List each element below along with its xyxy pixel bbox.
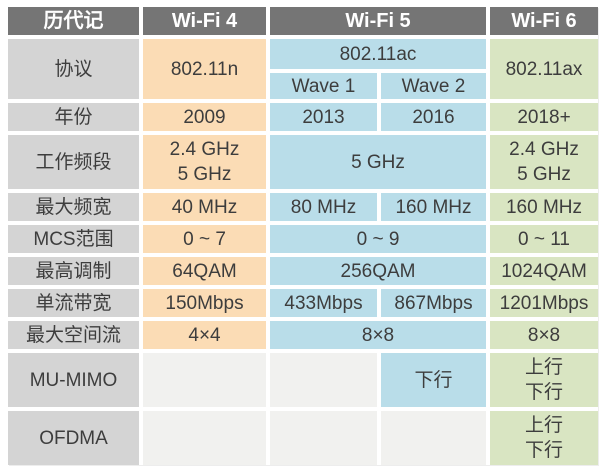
row-label-bands: 工作频段 <box>8 135 139 189</box>
cell-ofdma-wave2-empty <box>381 411 486 465</box>
cell-protocol-wifi5: 802.11ac <box>270 39 486 69</box>
cell-spatial-streams-wifi4: 4×4 <box>143 321 266 349</box>
row-label-modulation: 最高调制 <box>8 257 139 285</box>
row-label-year: 年份 <box>8 103 139 131</box>
row-label-stream-rate: 单流带宽 <box>8 289 139 317</box>
cell-max-bandwidth-wifi6: 160 MHz <box>490 193 598 221</box>
header-wifi6: Wi-Fi 6 <box>490 7 598 35</box>
cell-stream-rate-wave2: 867Mbps <box>381 289 486 317</box>
cell-modulation-wifi6: 1024QAM <box>490 257 598 285</box>
cell-protocol-wifi6: 802.11ax <box>490 39 598 99</box>
cell-mcs-range-wifi5: 0 ~ 9 <box>270 225 486 253</box>
header-wifi4: Wi-Fi 4 <box>143 7 266 35</box>
cell-protocol-wifi4: 802.11n <box>143 39 266 99</box>
header-wifi5: Wi-Fi 5 <box>270 7 486 35</box>
cell-stream-rate-wifi6: 1201Mbps <box>490 289 598 317</box>
cell-bands-wifi5: 5 GHz <box>270 135 486 189</box>
comparison-table: 历代记 Wi-Fi 4 Wi-Fi 5 Wi-Fi 6 协议 802.11n 8… <box>8 7 598 465</box>
cell-modulation-wifi5: 256QAM <box>270 257 486 285</box>
cell-max-bandwidth-wave1: 80 MHz <box>270 193 377 221</box>
cell-mcs-range-wifi4: 0 ~ 7 <box>143 225 266 253</box>
cell-bands-wifi6: 2.4 GHz 5 GHz <box>490 135 598 189</box>
row-label-max-bandwidth: 最大频宽 <box>8 193 139 221</box>
cell-year-wifi4: 2009 <box>143 103 266 131</box>
cell-stream-rate-wave1: 433Mbps <box>270 289 377 317</box>
cell-max-bandwidth-wave2: 160 MHz <box>381 193 486 221</box>
cell-stream-rate-wifi4: 150Mbps <box>143 289 266 317</box>
cell-mu-mimo-wifi6: 上行 下行 <box>490 353 598 407</box>
cell-max-bandwidth-wifi4: 40 MHz <box>143 193 266 221</box>
row-label-protocol: 协议 <box>8 39 139 99</box>
cell-protocol-wave2: Wave 2 <box>381 73 486 99</box>
row-label-ofdma: OFDMA <box>8 411 139 465</box>
cell-modulation-wifi4: 64QAM <box>143 257 266 285</box>
cell-ofdma-wifi4-empty <box>143 411 266 465</box>
header-generations: 历代记 <box>8 7 139 35</box>
cell-bands-wifi4: 2.4 GHz 5 GHz <box>143 135 266 189</box>
cell-mu-mimo-wave1-empty <box>270 353 377 407</box>
cell-spatial-streams-wifi6: 8×8 <box>490 321 598 349</box>
row-label-spatial-streams: 最大空间流 <box>8 321 139 349</box>
cell-ofdma-wave1-empty <box>270 411 377 465</box>
cell-mu-mimo-wave2: 下行 <box>381 353 486 407</box>
row-label-mu-mimo: MU-MIMO <box>8 353 139 407</box>
cell-year-wave2: 2016 <box>381 103 486 131</box>
cell-mu-mimo-wifi4-empty <box>143 353 266 407</box>
cell-ofdma-wifi6: 上行 下行 <box>490 411 598 465</box>
cell-year-wave1: 2013 <box>270 103 377 131</box>
cell-protocol-wave1: Wave 1 <box>270 73 377 99</box>
row-label-mcs-range: MCS范围 <box>8 225 139 253</box>
cell-spatial-streams-wifi5: 8×8 <box>270 321 486 349</box>
cell-year-wifi6: 2018+ <box>490 103 598 131</box>
cell-mcs-range-wifi6: 0 ~ 11 <box>490 225 598 253</box>
